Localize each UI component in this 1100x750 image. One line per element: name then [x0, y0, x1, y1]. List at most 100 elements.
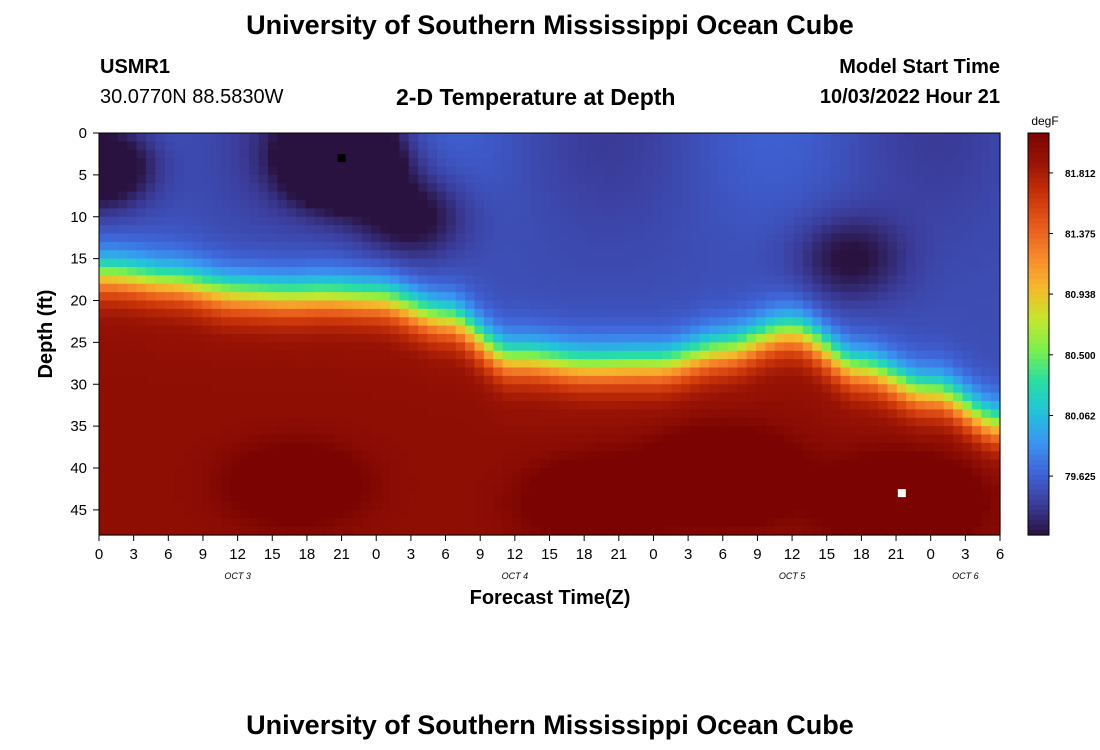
heatmap-cell	[934, 484, 945, 494]
heatmap-cell	[117, 149, 128, 159]
heatmap-cell	[230, 308, 241, 318]
heatmap-cell	[934, 191, 945, 201]
heatmap-cell	[361, 275, 372, 285]
heatmap-cell	[267, 233, 278, 243]
heatmap-cell	[680, 484, 691, 494]
heatmap-cell	[812, 133, 823, 142]
heatmap-cell	[746, 174, 757, 184]
heatmap-cell	[868, 493, 879, 503]
heatmap-cell	[267, 174, 278, 184]
heatmap-cell	[840, 241, 851, 251]
heatmap-cell	[202, 158, 213, 168]
heatmap-cell	[784, 325, 795, 335]
heatmap-cell	[239, 367, 250, 377]
heatmap-cell	[990, 392, 1001, 402]
heatmap-cell	[652, 342, 663, 352]
heatmap-cell	[633, 250, 644, 260]
heatmap-cell	[596, 267, 607, 276]
heatmap-cell	[221, 141, 231, 151]
heatmap-cell	[483, 317, 494, 327]
model-start-label: Model Start Time	[839, 56, 1000, 78]
heatmap-cell	[812, 375, 823, 385]
heatmap-cell	[793, 459, 804, 469]
heatmap-cell	[793, 208, 804, 218]
heatmap-cell	[399, 174, 410, 184]
heatmap-cell	[108, 283, 119, 293]
heatmap-cell	[192, 250, 203, 260]
heatmap-cell	[436, 451, 447, 461]
heatmap-cell	[690, 451, 701, 461]
heatmap-cell	[361, 183, 372, 193]
heatmap-cell	[530, 484, 541, 494]
heatmap-cell	[558, 526, 569, 536]
heatmap-cell	[831, 526, 842, 536]
colorbar-segment	[1028, 454, 1049, 461]
heatmap-cell	[474, 459, 485, 469]
heatmap-cell	[774, 208, 785, 218]
heatmap-cell	[924, 308, 935, 318]
heatmap-cell	[221, 342, 231, 352]
heatmap-cell	[906, 459, 917, 469]
heatmap-cell	[174, 149, 185, 159]
heatmap-cell	[202, 225, 213, 235]
heatmap-cell	[324, 468, 335, 477]
heatmap-cell	[887, 476, 898, 486]
heatmap-cell	[202, 191, 213, 201]
heatmap-cell	[427, 317, 438, 327]
heatmap-cell	[624, 501, 635, 511]
heatmap-cell	[859, 191, 870, 201]
heatmap-cell	[587, 174, 598, 184]
heatmap-cell	[277, 442, 288, 452]
heatmap-cell	[727, 141, 738, 151]
heatmap-cell	[962, 409, 973, 419]
heatmap-cell	[943, 275, 954, 285]
heatmap-cell	[812, 350, 823, 360]
heatmap-cell	[774, 283, 785, 293]
heatmap-cell	[352, 384, 363, 394]
heatmap-cell	[727, 375, 738, 385]
heatmap-cell	[812, 241, 823, 251]
heatmap-cell	[127, 509, 138, 519]
heatmap-cell	[906, 367, 917, 377]
heatmap-cell	[174, 233, 185, 243]
heatmap-cell	[915, 367, 926, 377]
heatmap-cell	[568, 459, 579, 469]
heatmap-cell	[474, 350, 485, 360]
heatmap-cell	[511, 317, 522, 327]
heatmap-cell	[361, 392, 372, 402]
heatmap-cell	[859, 442, 870, 452]
heatmap-cell	[277, 267, 288, 276]
heatmap-cell	[155, 141, 166, 151]
heatmap-cell	[371, 350, 382, 360]
heatmap-cell	[737, 233, 748, 243]
heatmap-cell	[943, 149, 954, 159]
heatmap-cell	[962, 484, 973, 494]
heatmap-cell	[737, 174, 748, 184]
heatmap-cell	[249, 434, 260, 444]
heatmap-cell	[239, 300, 250, 310]
heatmap-cell	[577, 509, 588, 519]
heatmap-cell	[183, 409, 194, 419]
heatmap-cell	[511, 191, 522, 201]
heatmap-cell	[446, 484, 457, 494]
heatmap-cell	[624, 208, 635, 218]
heatmap-cell	[662, 375, 673, 385]
heatmap-cell	[821, 233, 832, 243]
heatmap-cell	[343, 158, 354, 168]
x-tick-label: 0	[95, 546, 103, 563]
heatmap-cell	[887, 451, 898, 461]
heatmap-cell	[971, 317, 982, 327]
heatmap-cell	[652, 191, 663, 201]
heatmap-cell	[624, 250, 635, 260]
heatmap-cell	[249, 350, 260, 360]
heatmap-cell	[859, 158, 870, 168]
heatmap-cell	[990, 334, 1001, 343]
heatmap-cell	[352, 509, 363, 519]
heatmap-cell	[877, 409, 888, 419]
heatmap-cell	[202, 359, 213, 369]
heatmap-cell	[709, 518, 720, 528]
heatmap-cell	[192, 417, 203, 427]
heatmap-cell	[643, 451, 654, 461]
heatmap-cell	[981, 258, 992, 268]
heatmap-cell	[164, 518, 175, 528]
